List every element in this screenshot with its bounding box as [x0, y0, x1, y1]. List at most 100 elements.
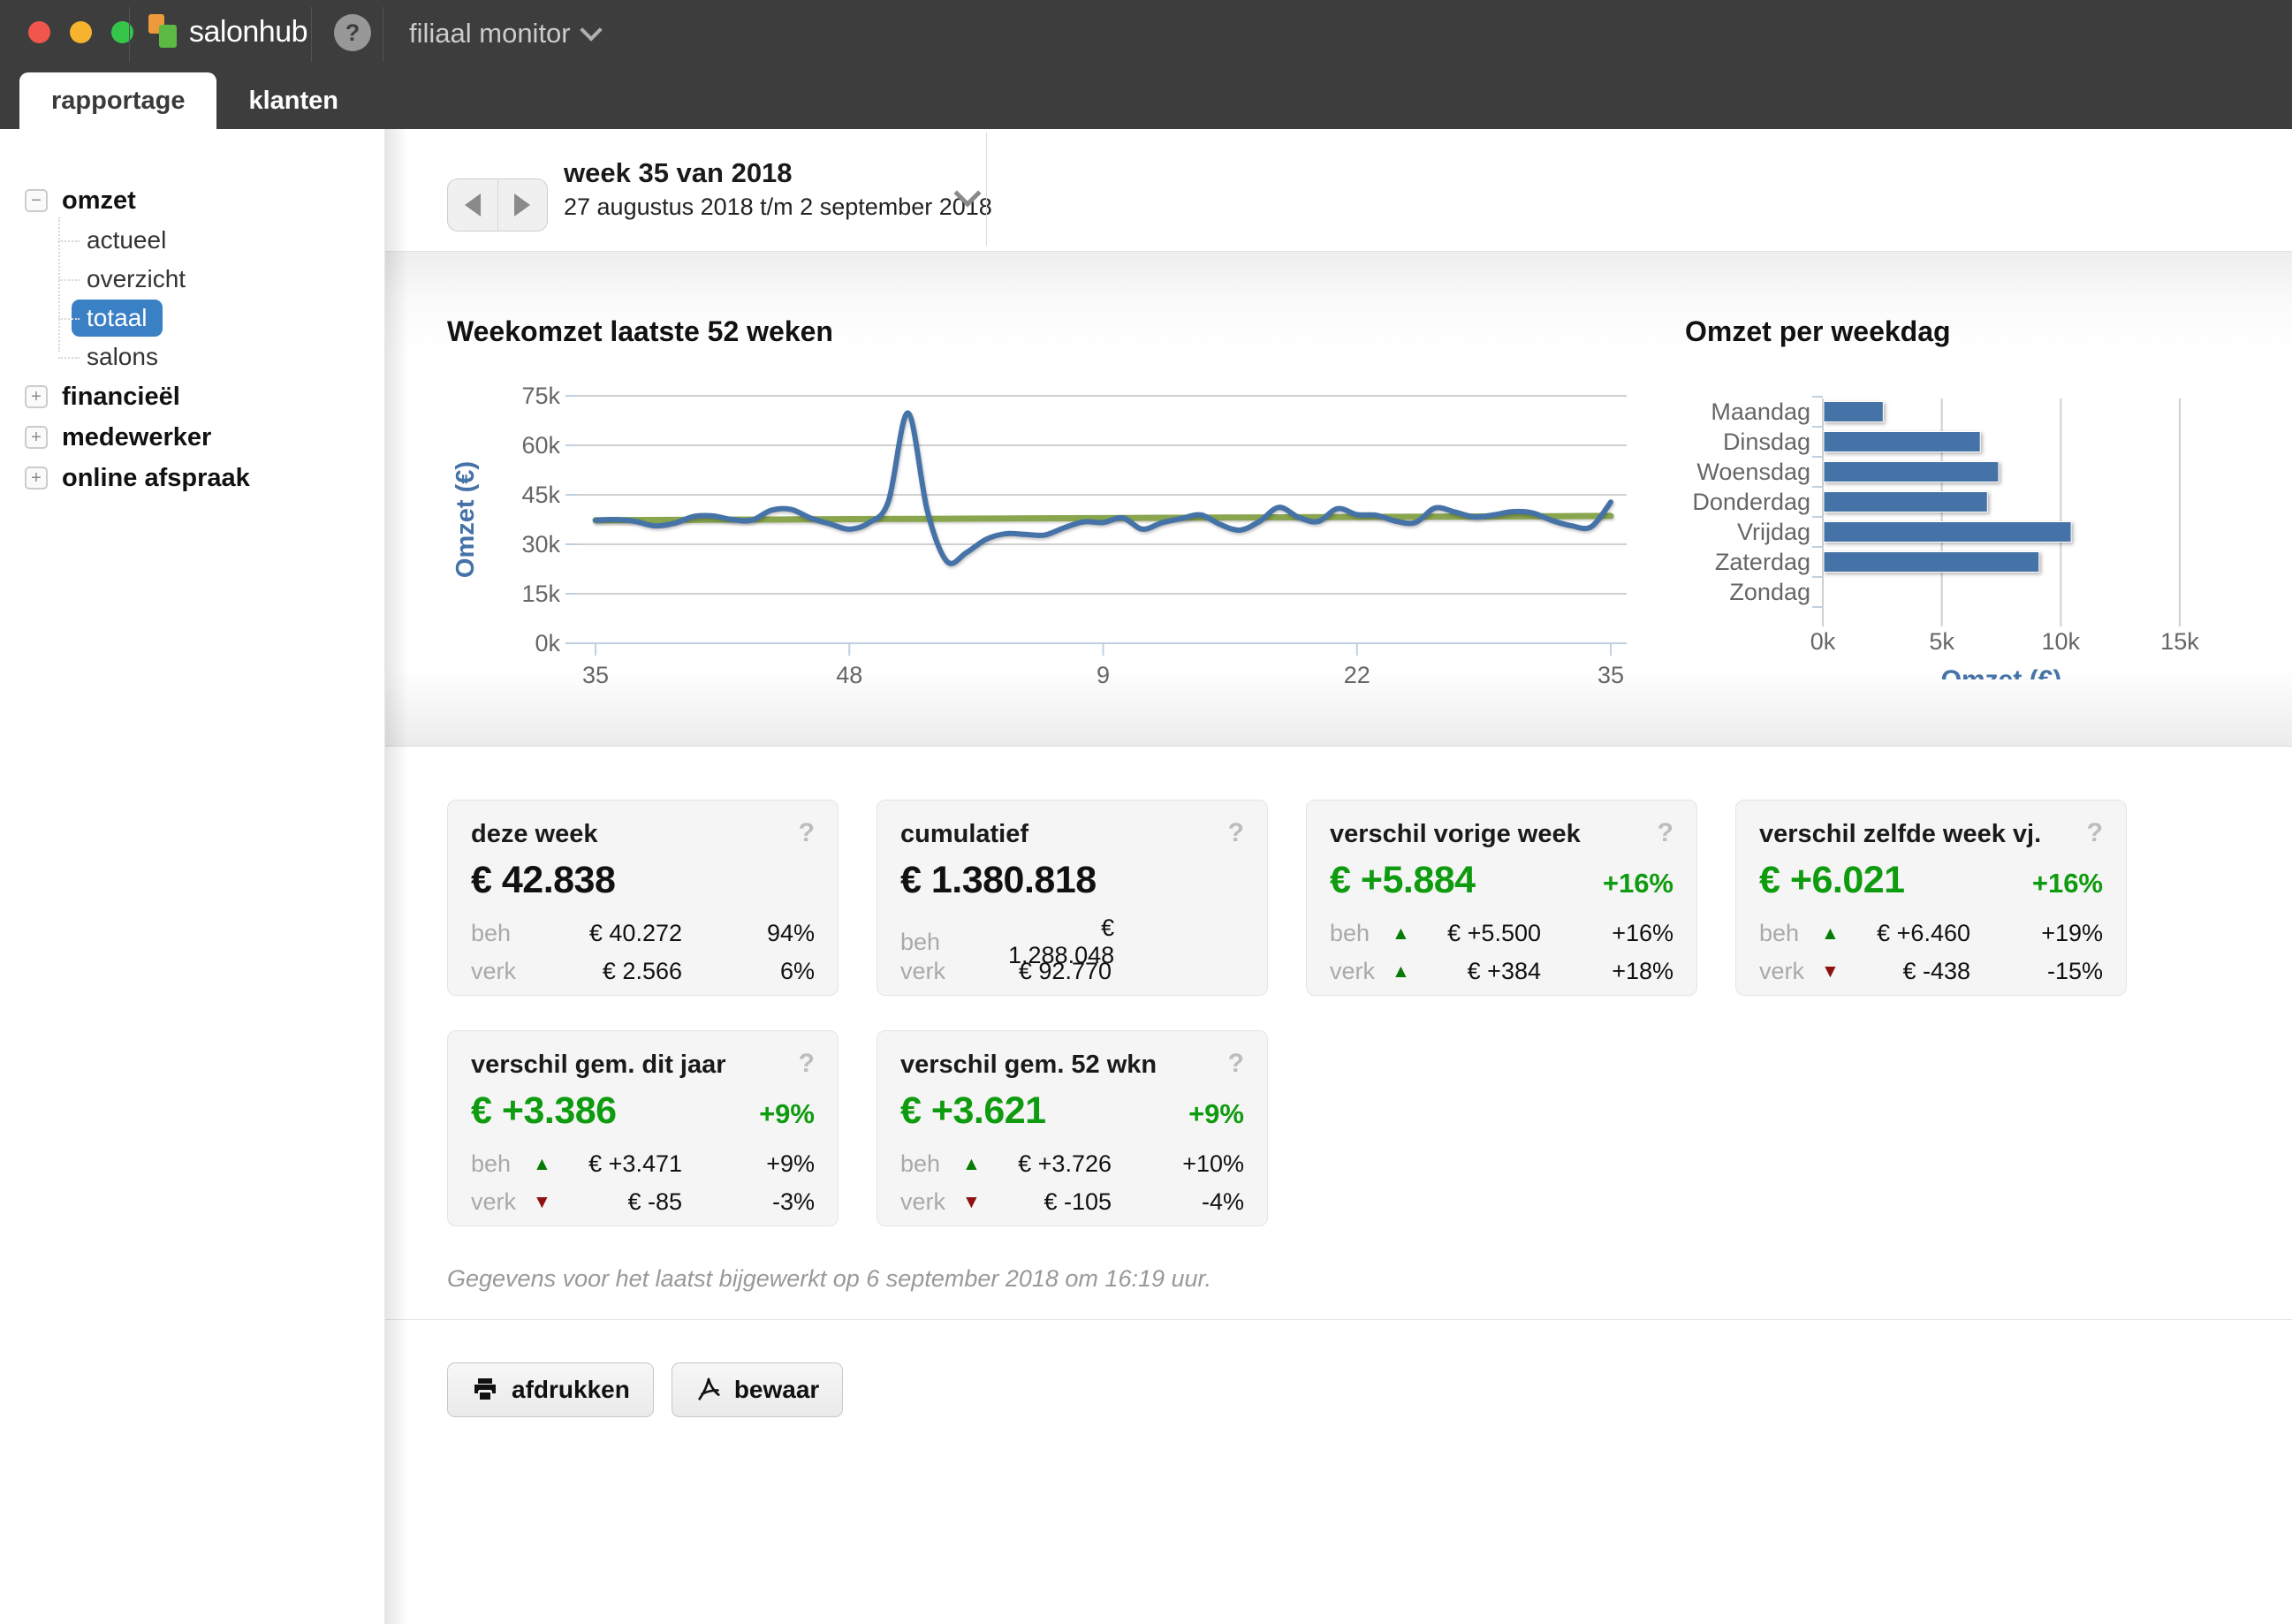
app-brand: salonhub [148, 12, 307, 51]
card-help-icon[interactable]: ? [2087, 820, 2103, 846]
sidebar-item-totaal-selected[interactable]: totaal [58, 299, 384, 338]
salonhub-logo-icon [148, 12, 180, 51]
titlebar-divider [129, 7, 130, 62]
expand-icon[interactable]: + [25, 385, 48, 408]
sidebar-item-financieel[interactable]: + financieël [25, 376, 384, 417]
card-stat-row: beh▲€ +5.500+16% [1330, 914, 1673, 952]
card-help-icon[interactable]: ? [799, 820, 815, 846]
app-name: salonhub [189, 15, 307, 49]
expand-icon[interactable]: + [25, 467, 48, 489]
svg-text:Omzet (€): Omzet (€) [1941, 665, 2062, 679]
week-title: week 35 van 2018 [564, 157, 992, 189]
svg-text:0k: 0k [1810, 628, 1836, 655]
kpi-card: verschil gem. 52 wkn ? € +3.621 +9% beh▲… [877, 1030, 1268, 1226]
svg-text:Dinsdag: Dinsdag [1723, 429, 1810, 455]
close-window-button[interactable] [28, 21, 50, 43]
svg-text:10k: 10k [2042, 628, 2081, 655]
omzet-children: actueel overzicht totaal salons [58, 221, 384, 376]
card-value-percent: +9% [759, 1098, 815, 1133]
svg-text:15k: 15k [2160, 628, 2199, 655]
trend-down-icon: ▼ [533, 1192, 579, 1213]
card-title: verschil gem. dit jaar [471, 1051, 726, 1080]
collapse-icon[interactable]: − [25, 189, 48, 212]
zoom-window-button[interactable] [111, 21, 133, 43]
week-titles: week 35 van 2018 27 augustus 2018 t/m 2 … [564, 157, 992, 221]
card-help-icon[interactable]: ? [1658, 820, 1673, 846]
card-value: € +6.021 [1759, 859, 1905, 902]
svg-text:0k: 0k [535, 630, 560, 656]
footer-divider [385, 1319, 2292, 1320]
last-updated-note: Gegevens voor het laatst bijgewerkt op 6… [447, 1265, 2292, 1293]
sidebar-item-overzicht[interactable]: overzicht [58, 260, 384, 299]
card-stat-row: verk▲€ +384+18% [1330, 952, 1673, 990]
titlebar-divider [311, 7, 312, 62]
kpi-card: verschil zelfde week vj. ? € +6.021 +16%… [1735, 800, 2127, 996]
main-tabs: rapportage klanten [19, 72, 370, 129]
card-title: verschil gem. 52 wkn [900, 1051, 1157, 1080]
card-stat-rows: beh▲€ +3.726+10%verk▼€ -105-4% [900, 1145, 1244, 1221]
card-help-icon[interactable]: ? [1228, 1051, 1244, 1077]
card-value: € 42.838 [471, 859, 615, 902]
minimize-window-button[interactable] [70, 21, 92, 43]
svg-text:35: 35 [582, 662, 609, 688]
svg-text:15k: 15k [521, 581, 560, 607]
svg-text:Zondag: Zondag [1729, 579, 1810, 605]
main-content: week 35 van 2018 27 augustus 2018 t/m 2 … [385, 129, 2292, 1624]
monitor-selector[interactable]: filiaal monitor [409, 18, 599, 49]
svg-text:60k: 60k [521, 432, 560, 459]
arrow-left-icon [465, 194, 481, 216]
svg-text:Omzet (€): Omzet (€) [452, 461, 480, 578]
sidebar-item-salons[interactable]: salons [58, 338, 384, 376]
sidebar-item-online-afspraak[interactable]: + online afspraak [25, 458, 384, 498]
weekomzet-line-chart: 0k15k30k45k60k75k354892235Omzet (€) [385, 252, 1675, 711]
card-title: cumulatief [900, 820, 1028, 849]
previous-week-button[interactable] [448, 179, 497, 231]
card-stat-row: beh▲€ +3.726+10% [900, 1145, 1244, 1183]
card-stat-row: beh€ 40.27294% [471, 914, 815, 952]
arrow-right-icon [514, 194, 530, 216]
kpi-card: deze week ? € 42.838 beh€ 40.27294%verk€… [447, 800, 839, 996]
trend-up-icon: ▲ [962, 1154, 1008, 1175]
next-week-button[interactable] [497, 179, 548, 231]
sidebar-item-omzet[interactable]: − omzet [25, 180, 384, 221]
card-title: deze week [471, 820, 597, 849]
tab-klanten[interactable]: klanten [216, 72, 370, 129]
card-help-icon[interactable]: ? [799, 1051, 815, 1077]
card-value-percent: +16% [2032, 868, 2103, 902]
expand-icon[interactable]: + [25, 426, 48, 449]
card-stat-row: verk▼€ -438-15% [1759, 952, 2103, 990]
svg-text:45k: 45k [521, 482, 560, 508]
cards-grid: deze week ? € 42.838 beh€ 40.27294% verk€… [447, 800, 2205, 1226]
kpi-card: verschil gem. dit jaar ? € +3.386 +9% be… [447, 1030, 839, 1226]
kpi-card: cumulatief ? € 1.380.818 beh€ 1.288.048v… [877, 800, 1268, 996]
card-value: € +3.386 [471, 1089, 617, 1133]
card-stat-row: verk▼€ -85-3% [471, 1183, 815, 1221]
week-selector-header: week 35 van 2018 27 augustus 2018 t/m 2 … [385, 129, 2292, 252]
card-stat-rows: beh▲€ +3.471+9%verk▼€ -85-3% [471, 1145, 815, 1221]
monitor-selector-label: filiaal monitor [409, 18, 571, 49]
svg-text:Vrijdag: Vrijdag [1737, 519, 1810, 545]
help-icon[interactable]: ? [334, 14, 371, 51]
printer-icon [471, 1376, 499, 1404]
svg-text:22: 22 [1344, 662, 1370, 688]
save-pdf-button[interactable]: bewaar [672, 1362, 844, 1417]
svg-text:9: 9 [1097, 662, 1110, 688]
card-help-icon[interactable]: ? [1228, 820, 1244, 846]
card-stat-row: verk▼€ -105-4% [900, 1183, 1244, 1221]
charts-section: Weekomzet laatste 52 weken Omzet per wee… [385, 252, 2292, 747]
sidebar-item-medewerker[interactable]: + medewerker [25, 417, 384, 458]
trend-up-icon: ▲ [533, 1154, 579, 1175]
kpi-card: verschil vorige week ? € +5.884 +16% beh… [1306, 800, 1697, 996]
kpi-cards-section: deze week ? € 42.838 beh€ 40.27294% verk€… [385, 747, 2292, 1226]
card-stat-row: verk€ 92.770 [900, 952, 1244, 990]
tab-rapportage[interactable]: rapportage [19, 72, 216, 129]
trend-down-icon: ▼ [962, 1192, 1008, 1213]
svg-text:35: 35 [1598, 662, 1624, 688]
trend-up-icon: ▲ [1821, 923, 1867, 945]
svg-text:30k: 30k [521, 531, 560, 558]
svg-text:48: 48 [836, 662, 862, 688]
card-stat-row: beh▲€ +3.471+9% [471, 1145, 815, 1183]
sidebar-item-actueel[interactable]: actueel [58, 221, 384, 260]
trend-down-icon: ▼ [1821, 961, 1867, 983]
print-button[interactable]: afdrukken [447, 1362, 654, 1417]
